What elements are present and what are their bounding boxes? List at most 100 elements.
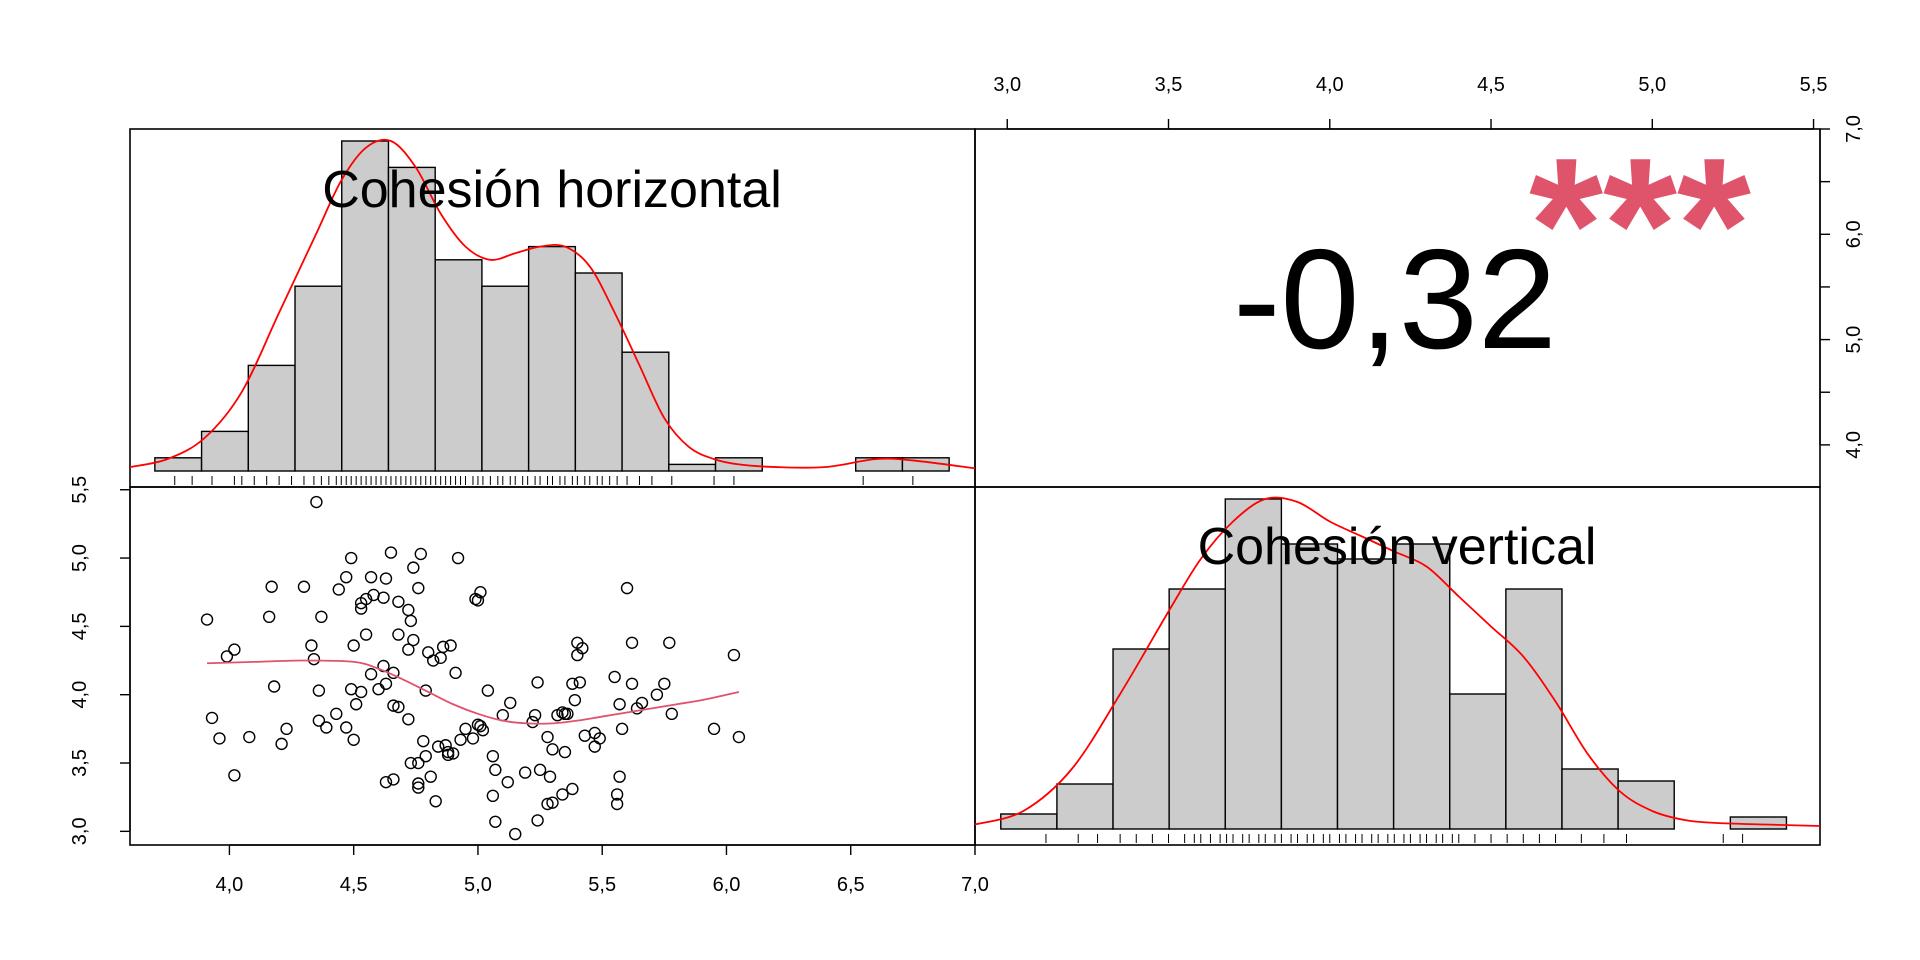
scatter-point <box>556 788 569 801</box>
scatter-point <box>354 596 368 610</box>
histogram-bar <box>574 272 623 472</box>
scatter-point <box>312 684 326 697</box>
axis-bottom-tick-label: 7,0 <box>961 874 989 896</box>
histogram-bar <box>1336 558 1395 830</box>
scatter-point <box>578 729 592 742</box>
scatter-point <box>449 666 462 680</box>
scatter-point <box>412 781 425 794</box>
axis-left-tick-label: 5,0 <box>69 544 91 572</box>
scatter-point <box>451 551 465 565</box>
axis-left-tick-label: 5,5 <box>69 476 91 504</box>
scatter-point <box>404 614 418 628</box>
panel-frame-bottom-right <box>974 486 1821 846</box>
histogram-vertical-bars <box>1000 498 1788 830</box>
scatter-point <box>200 613 214 626</box>
scatter-point <box>412 777 425 790</box>
scatter-point <box>551 708 564 722</box>
scatter-point <box>541 730 554 744</box>
scatter-point <box>205 711 219 725</box>
histogram-vertical-rug <box>1045 834 1744 843</box>
scatter-point <box>476 724 490 737</box>
scatter-point <box>526 715 539 729</box>
scatter-point <box>297 580 311 593</box>
scatter-point <box>213 732 226 745</box>
scatter-point <box>446 747 460 760</box>
scatter-point <box>620 581 634 595</box>
scatter-point <box>392 628 405 641</box>
scatter-point <box>315 610 328 624</box>
scatter-point <box>625 636 639 649</box>
scatter-point <box>354 602 368 615</box>
scatter-point <box>558 707 572 721</box>
scatter-point <box>344 683 358 696</box>
scatter-point <box>387 699 400 712</box>
histogram-bar <box>1392 543 1451 830</box>
scatter-point <box>402 713 415 726</box>
histogram-bar <box>434 259 483 472</box>
scatter-point <box>707 722 721 736</box>
scatter-point <box>414 547 427 561</box>
scatter-point <box>412 581 425 595</box>
scatter-point <box>407 633 420 647</box>
panel-title-horizontal: Cohesión horizontal <box>322 161 782 219</box>
axis-left-tick-label: 4,5 <box>69 612 91 640</box>
scatter-point <box>372 683 385 696</box>
axis-top-tick-label: 5,0 <box>1638 74 1666 96</box>
scatter-point <box>312 714 326 727</box>
scatter-point <box>344 551 358 565</box>
scatter-point <box>265 580 278 593</box>
axis-bottom-tick-label: 5,0 <box>464 874 492 896</box>
scatter-point <box>466 732 480 745</box>
scatter-point <box>486 749 500 763</box>
scatter-point <box>347 733 360 746</box>
axis-right-tick-label: 7,0 <box>1843 115 1865 143</box>
histogram-bar <box>294 285 343 472</box>
scatter-point <box>384 546 398 559</box>
axis-top-tick-label: 3,5 <box>1155 74 1183 96</box>
scatter-point <box>379 775 393 789</box>
histogram-bar <box>1617 780 1675 830</box>
histogram-bar <box>1280 543 1339 830</box>
scatter-point <box>407 561 420 574</box>
axis-left-tick-label: 3,5 <box>69 749 91 777</box>
axis-right-tick-label: 6,0 <box>1843 220 1865 248</box>
scatter-point <box>404 756 418 770</box>
scatter-point <box>429 795 442 808</box>
scatter-point <box>489 763 502 777</box>
axis-right: 4,0 5,0 6,0 7,0 <box>1819 115 1865 459</box>
scatter-point <box>531 814 544 827</box>
scatter-point <box>431 740 445 753</box>
axis-top: 3,0 3,5 4,0 4,5 5,0 5,5 <box>993 74 1827 130</box>
scatter-point <box>568 693 582 707</box>
histogram-bar <box>1449 693 1507 830</box>
axis-bottom-tick-label: 6,5 <box>837 874 865 896</box>
scatter-point <box>610 788 624 801</box>
scatter-point <box>427 654 440 667</box>
scatter-point <box>280 722 293 736</box>
scatter-point <box>546 796 559 809</box>
scatter-point <box>243 730 256 744</box>
histogram-bar <box>154 457 203 472</box>
axis-bottom-tick-label: 5,5 <box>588 874 616 896</box>
scatter-point <box>528 708 542 722</box>
scatter-point <box>630 702 644 715</box>
histogram-bar <box>668 463 717 472</box>
histogram-bar <box>1505 588 1563 830</box>
panel-title-vertical: Cohesión vertical <box>1198 518 1597 576</box>
scatter-point <box>573 676 587 689</box>
scatter-point <box>424 770 437 783</box>
scatter-point <box>615 722 629 736</box>
scatter-point <box>509 827 522 841</box>
histogram-bar <box>481 285 530 472</box>
scatter-point <box>663 636 676 649</box>
scatter-point <box>610 797 624 811</box>
axis-top-tick-label: 3,0 <box>993 74 1021 96</box>
scatter-point <box>481 684 495 697</box>
scatter-point <box>349 698 363 711</box>
scatter-point <box>546 743 559 756</box>
scatter-point <box>267 680 281 693</box>
correlation-value: -0,32 <box>1233 220 1557 379</box>
scatter-point <box>732 730 746 744</box>
scatter-points <box>200 495 746 841</box>
scatter-point <box>364 570 378 584</box>
